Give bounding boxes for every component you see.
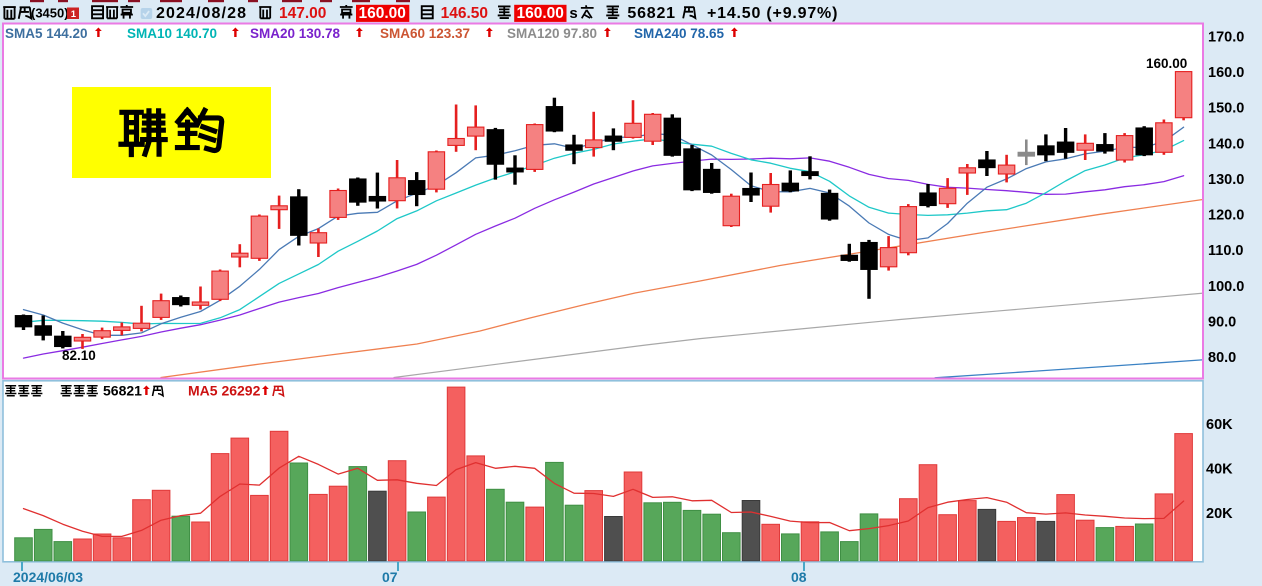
svg-text:s: s xyxy=(569,5,577,22)
svg-text:160.0: 160.0 xyxy=(1208,65,1244,81)
svg-text:110.0: 110.0 xyxy=(1208,243,1244,259)
svg-text:SMA5 144.20: SMA5 144.20 xyxy=(5,26,88,41)
svg-text:100.0: 100.0 xyxy=(1208,279,1244,295)
svg-text:160.00: 160.00 xyxy=(517,5,564,22)
svg-text:160.00: 160.00 xyxy=(359,5,406,22)
svg-text:SMA240 78.65: SMA240 78.65 xyxy=(634,26,725,41)
svg-text:146.50: 146.50 xyxy=(441,5,488,22)
svg-text:MA5 26292: MA5 26292 xyxy=(188,383,261,399)
svg-text:(3450): (3450) xyxy=(31,6,69,21)
svg-text:40K: 40K xyxy=(1206,462,1233,478)
svg-text:20K: 20K xyxy=(1206,506,1233,522)
svg-text:80.0: 80.0 xyxy=(1208,350,1236,366)
svg-text:SMA60 123.37: SMA60 123.37 xyxy=(380,26,470,41)
svg-text:2024/06/03: 2024/06/03 xyxy=(13,569,83,585)
svg-text:140.0: 140.0 xyxy=(1208,136,1244,152)
svg-text:56821: 56821 xyxy=(627,5,676,22)
svg-text:SMA20 130.78: SMA20 130.78 xyxy=(250,26,341,41)
svg-text:120.0: 120.0 xyxy=(1208,208,1244,224)
svg-text:+14.50 (+9.97%): +14.50 (+9.97%) xyxy=(707,5,838,22)
svg-text:SMA10 140.70: SMA10 140.70 xyxy=(127,26,217,41)
svg-text:SMA120 97.80: SMA120 97.80 xyxy=(507,26,597,41)
svg-text:07: 07 xyxy=(382,569,398,585)
svg-text:2024/08/28: 2024/08/28 xyxy=(156,5,247,22)
svg-text:60K: 60K xyxy=(1206,417,1233,433)
svg-text:170.0: 170.0 xyxy=(1208,30,1244,46)
svg-text:82.10: 82.10 xyxy=(62,348,96,363)
svg-text:1: 1 xyxy=(71,9,77,20)
svg-text:56821: 56821 xyxy=(103,383,142,399)
svg-text:150.0: 150.0 xyxy=(1208,101,1244,117)
svg-text:90.0: 90.0 xyxy=(1208,314,1236,330)
svg-text:160.00: 160.00 xyxy=(1146,56,1187,71)
svg-text:130.0: 130.0 xyxy=(1208,172,1244,188)
svg-text:08: 08 xyxy=(791,569,807,585)
svg-text:147.00: 147.00 xyxy=(279,5,326,22)
